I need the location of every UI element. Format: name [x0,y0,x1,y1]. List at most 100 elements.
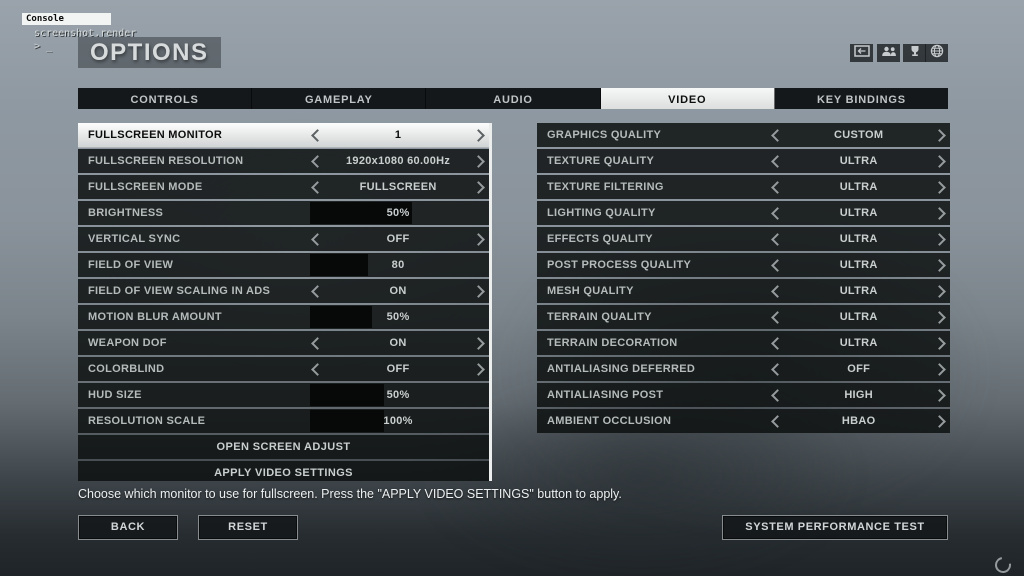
system-performance-test-button[interactable]: SYSTEM PERFORMANCE TEST [722,515,948,540]
setting-row-lighting-quality[interactable]: LIGHTING QUALITY ULTRA [537,201,950,225]
action-label: OPEN SCREEN ADJUST [216,441,351,453]
tab-gameplay[interactable]: GAMEPLAY [252,88,427,109]
slider-track[interactable]: 50% [310,383,486,407]
tab-label: AUDIO [493,94,533,106]
value-area: OFF [310,227,486,251]
window-arrow-button[interactable] [850,44,873,62]
globe-icon [930,44,944,63]
setting-row-texture-filtering[interactable]: TEXTURE FILTERING ULTRA [537,175,950,199]
setting-value: 80 [391,259,405,271]
tab-label: KEY BINDINGS [816,94,906,106]
slider-track[interactable]: 100% [310,409,486,433]
setting-row-terrain-quality[interactable]: TERRAIN QUALITY ULTRA [537,305,950,329]
value-area: 1 [310,123,486,147]
slider-fill [310,410,385,432]
setting-row-field-of-view[interactable]: FIELD OF VIEW 80 [78,253,489,277]
friends-button[interactable] [877,44,900,62]
setting-row-fullscreen-monitor[interactable]: FULLSCREEN MONITOR 1 [78,123,489,147]
slider-track[interactable]: 50% [310,201,486,225]
setting-value: CUSTOM [834,129,884,141]
value-area: ULTRA [770,149,947,173]
tab-video[interactable]: VIDEO [600,88,775,109]
value-area: ULTRA [770,305,947,329]
value-area: ON [310,331,486,355]
value-area: FULLSCREEN [310,175,486,199]
reset-button[interactable]: RESET [198,515,298,540]
setting-value: 1920x1080 60.00Hz [346,155,451,167]
setting-row-colorblind[interactable]: COLORBLIND OFF [78,357,489,381]
value-area: ULTRA [770,201,947,225]
setting-row-fullscreen-mode[interactable]: FULLSCREEN MODE FULLSCREEN [78,175,489,199]
setting-label: RESOLUTION SCALE [88,415,206,427]
console-input[interactable]: > _ [34,41,53,52]
setting-label: FULLSCREEN MONITOR [88,129,223,141]
setting-value: HIGH [844,389,874,401]
value-area: CUSTOM [770,123,947,147]
setting-value: ON [389,337,407,349]
value-area: ULTRA [770,175,947,199]
setting-row-antialiasing-deferred[interactable]: ANTIALIASING DEFERRED OFF [537,357,950,381]
tab-label: VIDEO [668,94,707,106]
trophy-icon [909,44,921,62]
setting-value: 50% [386,207,410,219]
setting-row-hud-size[interactable]: HUD SIZE 50% [78,383,489,407]
tab-audio[interactable]: AUDIO [426,88,601,109]
video-settings-left: FULLSCREEN MONITOR 1 FULLSCREEN RESOLUTION… [78,123,489,481]
setting-row-effects-quality[interactable]: EFFECTS QUALITY ULTRA [537,227,950,251]
setting-row-antialiasing-post[interactable]: ANTIALIASING POST HIGH [537,383,950,407]
setting-row-texture-quality[interactable]: TEXTURE QUALITY ULTRA [537,149,950,173]
setting-row-graphics-quality[interactable]: GRAPHICS QUALITY CUSTOM [537,123,950,147]
setting-row-apply-video-settings[interactable]: APPLY VIDEO SETTINGS [78,461,489,481]
setting-row-motion-blur-amount[interactable]: MOTION BLUR AMOUNT 50% [78,305,489,329]
setting-label: GRAPHICS QUALITY [547,129,662,141]
setting-label: MESH QUALITY [547,285,634,297]
setting-label: WEAPON DOF [88,337,167,349]
globe-button[interactable] [925,44,948,62]
tab-label: CONTROLS [130,94,199,106]
setting-value: FULLSCREEN [359,181,437,193]
slider-track[interactable]: 50% [310,305,486,329]
setting-value: OFF [386,363,410,375]
setting-value: HBAO [841,415,876,427]
setting-row-brightness[interactable]: BRIGHTNESS 50% [78,201,489,225]
setting-row-open-screen-adjust[interactable]: OPEN SCREEN ADJUST [78,435,489,459]
setting-value: 50% [386,311,410,323]
tab-controls[interactable]: CONTROLS [78,88,253,109]
tab-label: GAMEPLAY [304,94,373,106]
setting-value: ULTRA [839,311,878,323]
console-title: Console [22,13,111,25]
setting-row-resolution-scale[interactable]: RESOLUTION SCALE 100% [78,409,489,433]
value-area: ULTRA [770,331,947,355]
slider-fill [310,202,413,224]
setting-value: ULTRA [839,285,878,297]
back-button[interactable]: BACK [78,515,178,540]
tab-key-bindings[interactable]: KEY BINDINGS [775,88,948,109]
setting-value: ULTRA [839,259,878,271]
window-arrow-icon [853,44,870,62]
setting-label: LIGHTING QUALITY [547,207,656,219]
setting-value: 1 [394,129,402,141]
setting-label: FULLSCREEN RESOLUTION [88,155,244,167]
setting-row-weapon-dof[interactable]: WEAPON DOF ON [78,331,489,355]
setting-row-post-process-quality[interactable]: POST PROCESS QUALITY ULTRA [537,253,950,277]
setting-label: TEXTURE FILTERING [547,181,664,193]
setting-row-terrain-decoration[interactable]: TERRAIN DECORATION ULTRA [537,331,950,355]
setting-label: MOTION BLUR AMOUNT [88,311,222,323]
setting-row-mesh-quality[interactable]: MESH QUALITY ULTRA [537,279,950,303]
setting-value: OFF [847,363,871,375]
setting-label: EFFECTS QUALITY [547,233,653,245]
setting-row-field-of-view-scaling-in-ads[interactable]: FIELD OF VIEW SCALING IN ADS ON [78,279,489,303]
trophy-button[interactable] [903,44,926,62]
slider-fill [310,254,369,276]
setting-value: 100% [383,415,413,427]
setting-row-fullscreen-resolution[interactable]: FULLSCREEN RESOLUTION 1920x1080 60.00Hz [78,149,489,173]
console-command: screenshot.render [34,28,137,39]
slider-track[interactable]: 80 [310,253,486,277]
setting-value: ULTRA [839,181,878,193]
setting-label: AMBIENT OCCLUSION [547,415,672,427]
scrollbar[interactable] [489,123,492,481]
setting-row-ambient-occlusion[interactable]: AMBIENT OCCLUSION HBAO [537,409,950,433]
setting-row-vertical-sync[interactable]: VERTICAL SYNC OFF [78,227,489,251]
setting-value: 50% [386,389,410,401]
